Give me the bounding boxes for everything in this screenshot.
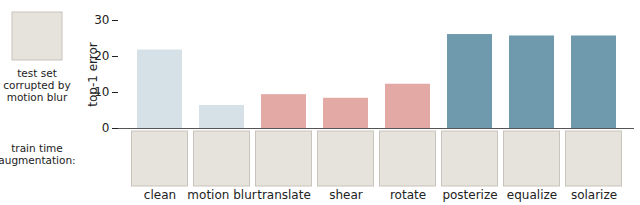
svg-text:clean: clean — [144, 188, 176, 202]
svg-text:equalize: equalize — [507, 188, 557, 202]
svg-text:10: 10 — [94, 85, 110, 100]
svg-text:0: 0 — [102, 121, 110, 135]
svg-text:30: 30 — [94, 13, 109, 27]
svg-text:shear: shear — [329, 188, 363, 202]
svg-text:translate: translate — [257, 188, 311, 202]
svg-text:posterize: posterize — [442, 188, 497, 202]
svg-text:motion blur: motion blur — [187, 188, 256, 202]
svg-text:20: 20 — [94, 49, 110, 64]
svg-text:test setcorrupted bymotion blu: test setcorrupted bymotion blur — [3, 67, 70, 103]
svg-text:solarize: solarize — [571, 188, 617, 202]
svg-text:top-1 error: top-1 error — [86, 42, 100, 107]
svg-text:rotate: rotate — [390, 188, 426, 202]
svg-text:train timeaugmentation:: train timeaugmentation: — [0, 142, 76, 166]
